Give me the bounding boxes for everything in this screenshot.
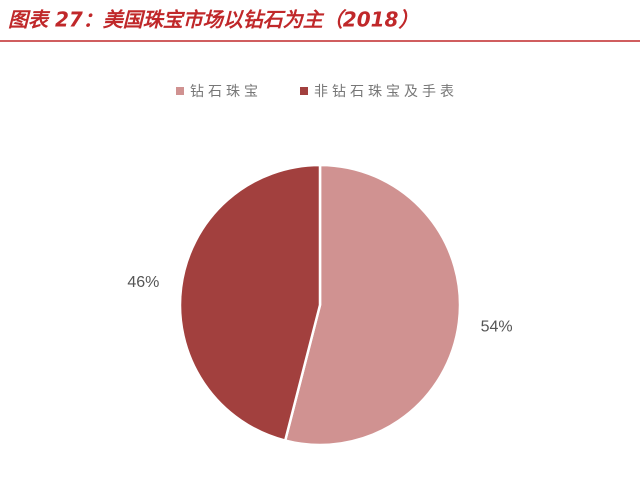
data-label: 46% [127,274,159,291]
legend-label: 非钻石珠宝及手表 [314,84,458,100]
pie-slice [283,163,462,447]
legend-swatch [176,87,184,95]
legend-label: 钻石珠宝 [190,84,262,100]
pie-slice [178,163,322,443]
data-label: 54% [481,319,513,336]
chart-title: 图表 27：美国珠宝市场以钻石为主（2018） [8,8,418,32]
legend-swatch [300,87,308,95]
